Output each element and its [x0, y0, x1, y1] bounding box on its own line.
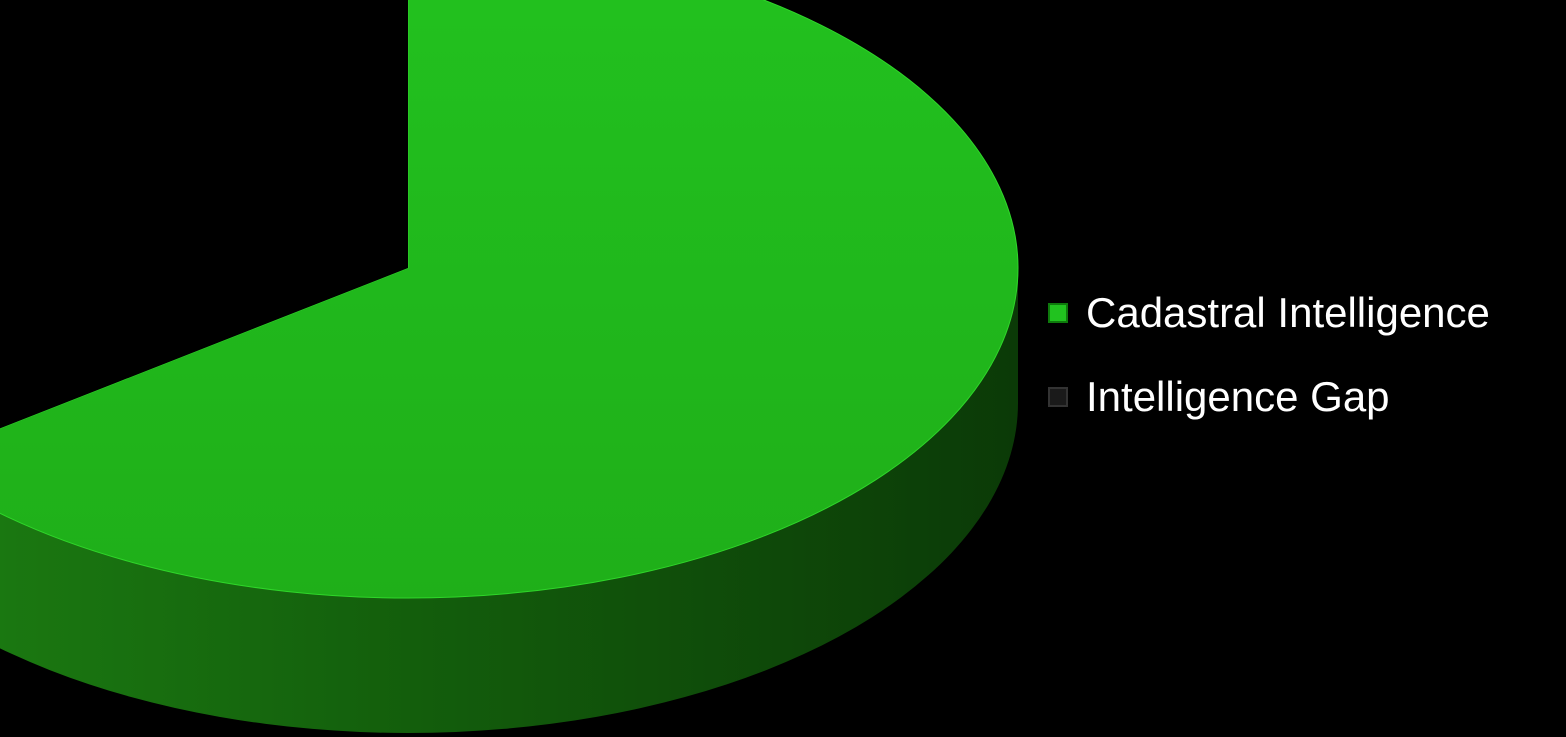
pie-slice-cadastral-intelligence — [0, 0, 1019, 599]
legend-item-intelligence-gap: Intelligence Gap — [1048, 369, 1490, 425]
legend-swatch-intelligence-gap — [1048, 387, 1068, 407]
legend-swatch-cadastral-intelligence — [1048, 303, 1068, 323]
pie-slice-intelligence-gap — [0, 0, 408, 429]
legend-label-intelligence-gap: Intelligence Gap — [1086, 373, 1390, 420]
legend-label-cadastral-intelligence: Cadastral Intelligence — [1086, 289, 1490, 336]
pie-slice-side-cadastral-intelligence — [0, 268, 1018, 733]
chart-legend: Cadastral Intelligence Intelligence Gap — [1048, 285, 1490, 453]
legend-item-cadastral-intelligence: Cadastral Intelligence — [1048, 285, 1490, 341]
